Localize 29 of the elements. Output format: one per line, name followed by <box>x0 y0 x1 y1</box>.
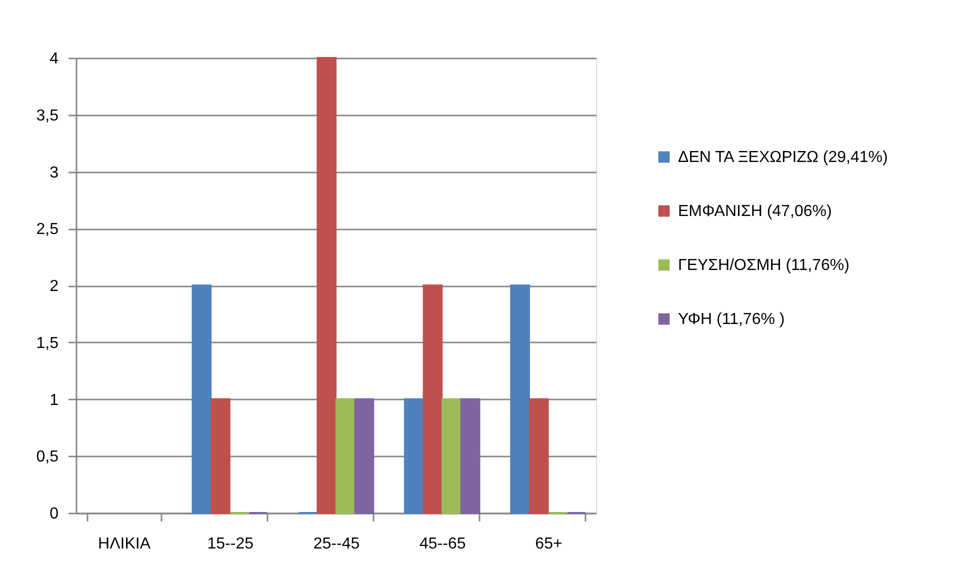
bar <box>192 284 212 514</box>
x-tick-label: 45--65 <box>419 536 466 552</box>
y-tick-label: 2 <box>50 278 59 295</box>
y-tick-label: 0 <box>50 506 59 522</box>
y-tick-label: 3 <box>50 164 59 182</box>
y-tick-label: 1,5 <box>36 334 59 352</box>
legend-label: ΓΕΥΣΗ/ΟΣΜΗ (11,76%) <box>678 257 850 274</box>
bar <box>354 398 374 514</box>
bar <box>422 284 443 514</box>
y-tick-label: 2,5 <box>36 221 59 238</box>
bar <box>210 398 230 514</box>
bar <box>404 398 424 514</box>
legend-label: ΕΜΦΑΝΙΣΗ (47,06%) <box>678 203 832 220</box>
y-tick-label: 3,5 <box>36 107 59 124</box>
bar <box>510 284 530 514</box>
legend-label: ΔΕΝ ΤΑ ΞΕΧΩΡΙΖΩ (29,41%) <box>678 149 888 166</box>
y-tick-label: 4 <box>50 50 59 68</box>
bar <box>335 398 356 514</box>
bar <box>442 398 462 514</box>
x-tick-label: 25--45 <box>313 536 360 552</box>
x-tick-label: 15--25 <box>207 536 254 552</box>
y-tick-label: 0,5 <box>36 448 59 466</box>
bar <box>460 398 480 514</box>
bar <box>316 57 337 514</box>
bar <box>528 398 549 514</box>
legend-label: ΥΦΗ (11,76% ) <box>678 311 785 328</box>
x-tick-label: 65+ <box>535 536 562 552</box>
x-tick-label: ΗΛΙΚΙΑ <box>98 536 151 552</box>
y-tick-label: 1 <box>50 392 59 409</box>
